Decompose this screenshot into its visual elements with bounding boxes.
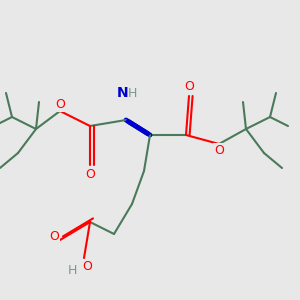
Text: O: O (49, 230, 59, 244)
Text: O: O (85, 167, 95, 181)
Text: O: O (55, 98, 65, 112)
Text: H: H (127, 86, 137, 100)
Text: O: O (82, 260, 92, 274)
Text: O: O (214, 143, 224, 157)
Text: N: N (117, 86, 129, 100)
Text: H: H (67, 263, 77, 277)
Text: O: O (184, 80, 194, 94)
